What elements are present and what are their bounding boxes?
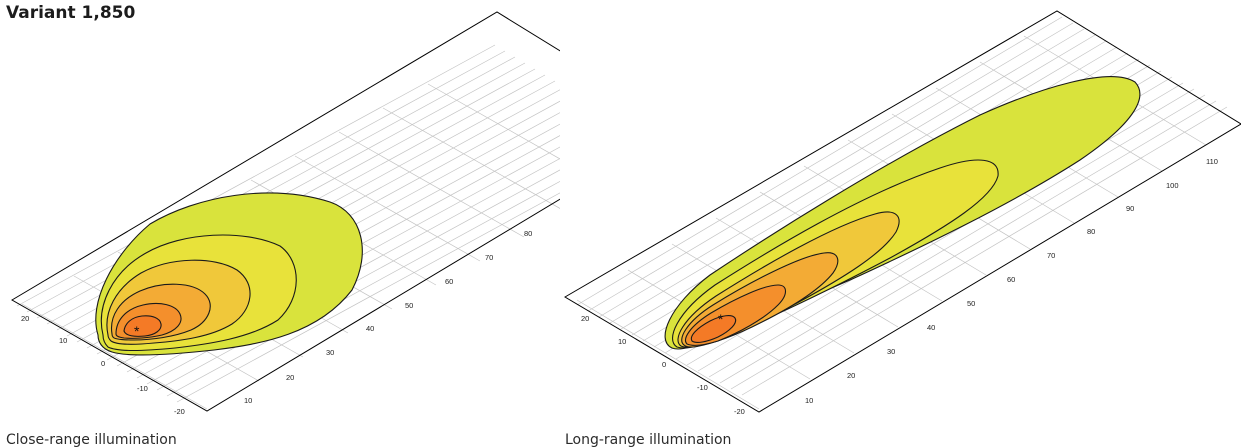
- long-range-caption: Long-range illumination: [565, 432, 732, 448]
- center-marker: *: [134, 323, 140, 339]
- y-tick: -10: [697, 383, 708, 392]
- long-range-frame: [564, 10, 1241, 413]
- y-tick: -10: [137, 384, 148, 393]
- x-tick: 60: [445, 277, 453, 286]
- x-tick: 40: [366, 324, 374, 333]
- long-range-plot: * 10 20 30 40 50 60 70 80 90 100 110 -20…: [560, 0, 1241, 430]
- x-tick: 50: [405, 301, 413, 310]
- x-tick: 20: [286, 373, 294, 382]
- contour-level-6: [123, 315, 162, 337]
- y-axis-ticks: -20 -10 0 10 20: [581, 314, 745, 416]
- x-tick: 70: [485, 253, 493, 262]
- center-marker: *: [718, 311, 724, 327]
- y-tick: -20: [734, 407, 745, 416]
- x-tick: 70: [1047, 251, 1055, 260]
- x-tick: 100: [1166, 181, 1179, 190]
- close-range-diagram: * 10 20 30 40 50 60 70 80 90 100 110 -20…: [11, 11, 560, 416]
- x-tick: 80: [1087, 227, 1095, 236]
- y-tick: 20: [581, 314, 589, 323]
- long-range-diagram: * 10 20 30 40 50 60 70 80 90 100 110 -20…: [564, 10, 1241, 416]
- x-tick: 10: [805, 396, 813, 405]
- x-tick: 110: [1206, 157, 1218, 166]
- x-tick: 80: [524, 229, 532, 238]
- x-tick: 50: [967, 299, 975, 308]
- x-tick: 90: [1126, 204, 1134, 213]
- x-tick: 30: [887, 347, 895, 356]
- close-range-plot: * 10 20 30 40 50 60 70 80 90 100 110 -20…: [0, 0, 560, 430]
- y-tick: 10: [618, 337, 626, 346]
- y-tick: 20: [21, 314, 29, 323]
- x-tick: 60: [1007, 275, 1015, 284]
- contour-level-6: [690, 315, 737, 343]
- x-tick: 30: [326, 348, 334, 357]
- x-tick: 40: [927, 323, 935, 332]
- y-tick: 0: [662, 360, 666, 369]
- y-tick: 0: [101, 359, 105, 368]
- x-axis-ticks: 10 20 30 40 50 60 70 80 90 100 110: [805, 157, 1218, 405]
- y-tick: -20: [174, 407, 185, 416]
- x-tick: 10: [244, 396, 252, 405]
- y-tick: 10: [59, 336, 67, 345]
- x-tick: 20: [847, 371, 855, 380]
- close-range-frame: [11, 11, 560, 412]
- page-title: Variant 1,850: [6, 3, 136, 23]
- close-range-caption: Close-range illumination: [6, 432, 177, 448]
- y-axis-ticks: -20 -10 0 10 20: [21, 314, 185, 416]
- x-axis-ticks: 10 20 30 40 50 60 70 80 90 100 110: [244, 229, 532, 405]
